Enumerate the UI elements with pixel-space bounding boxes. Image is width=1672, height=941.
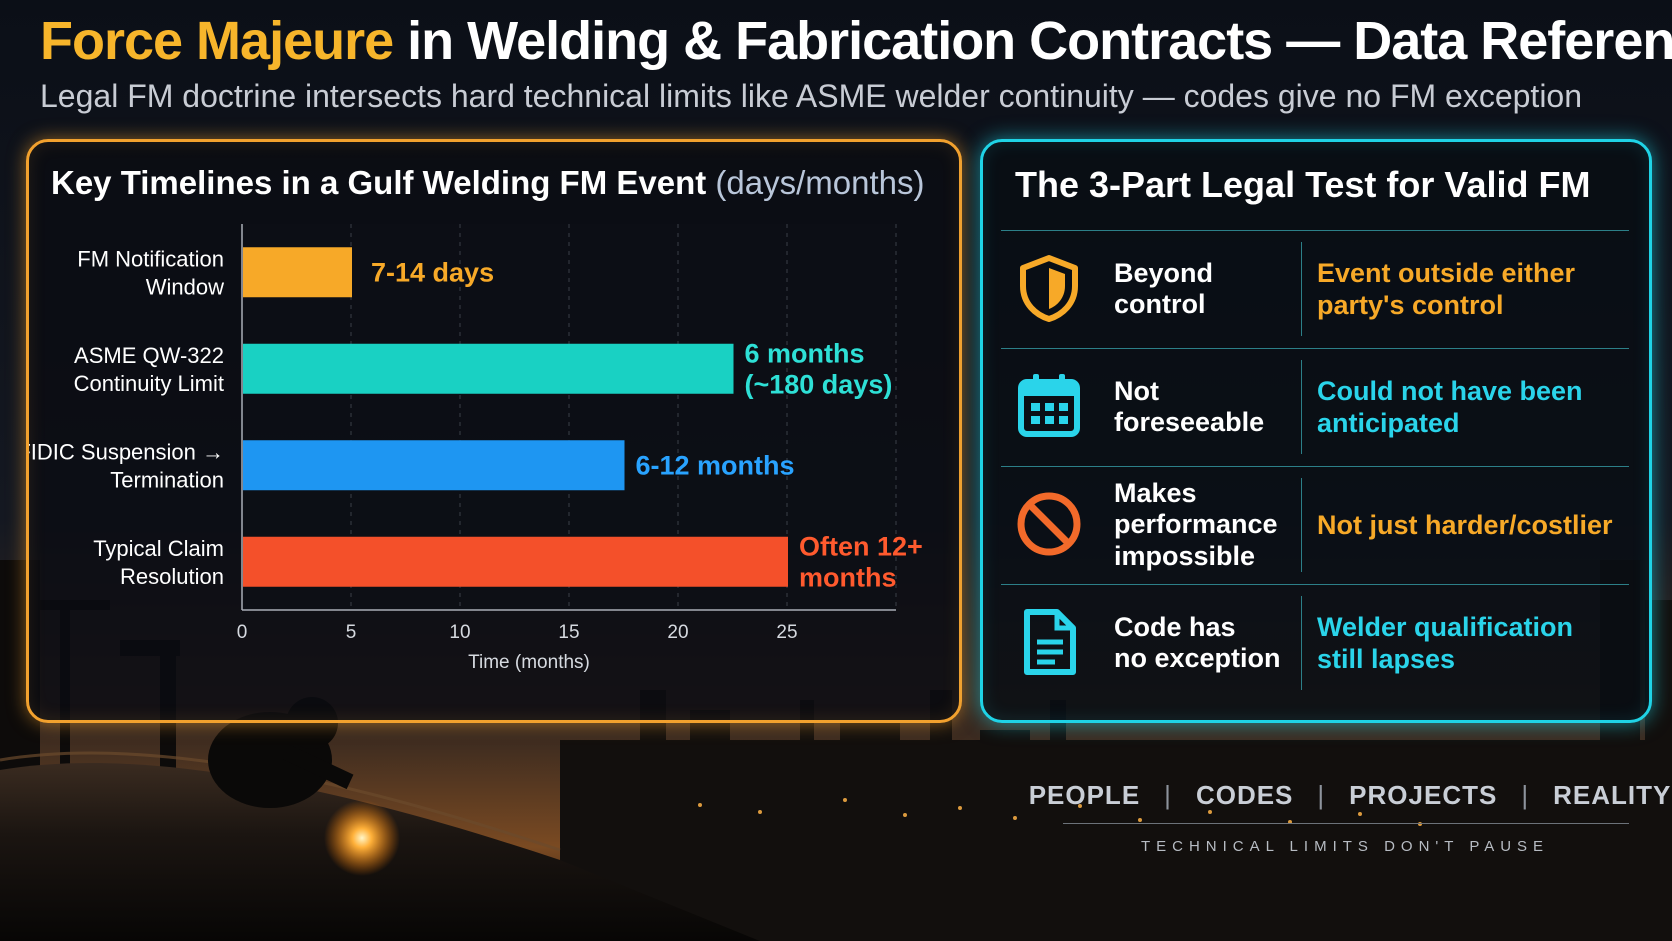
category-label: FIDIC Suspension → Termination: [29, 439, 224, 492]
page-title: Force Majeure in Welding & Fabrication C…: [40, 10, 1672, 72]
data-label: 7-14 days: [371, 257, 494, 287]
row-divider: [1001, 466, 1629, 467]
description-line: Event outside either: [1317, 257, 1576, 288]
criterion-line: Beyond: [1114, 257, 1214, 288]
footer-motto: TECHNICAL LIMITS DON'T PAUSE: [1140, 838, 1550, 855]
criterion-line: control: [1114, 289, 1206, 319]
tag-projects: PROJECTS: [1349, 780, 1498, 810]
criterion-description: Could not have been anticipated: [1317, 348, 1622, 466]
x-tick-label: 0: [237, 622, 248, 643]
tag-separator: |: [1521, 780, 1530, 810]
criterion-line: foreseeable: [1114, 407, 1265, 437]
criterion-label: Code has no exception: [1114, 584, 1284, 702]
category-label: Typical Claim Resolution: [93, 536, 224, 589]
test-row-beyond-control: Beyond control Event outside either party'…: [1001, 230, 1629, 348]
chart-heading: Key Timelines in a Gulf Welding FM Event…: [51, 164, 924, 202]
criterion-description: Not just harder/costlier: [1317, 466, 1622, 584]
criterion-line: no exception: [1114, 643, 1281, 673]
x-tick-label: 5: [346, 622, 357, 643]
column-divider: [1301, 478, 1302, 572]
description-line: Welder qualification: [1317, 611, 1574, 642]
test-row-impossible: Makes performance impossible Not just hard…: [1001, 466, 1629, 584]
category-label: FM Notification Window: [77, 246, 224, 299]
document-icon: [1024, 609, 1076, 675]
criterion-label: Beyond control: [1114, 230, 1284, 348]
criterion-description: Welder qualification still lapses: [1317, 584, 1622, 702]
data-label: 6-12 months: [636, 450, 795, 480]
description-line: Not just harder/costlier: [1317, 509, 1613, 540]
tag-separator: |: [1317, 780, 1326, 810]
criterion-line: Not: [1114, 375, 1159, 406]
prohibited-icon: [1017, 492, 1081, 556]
tag-separator: |: [1164, 780, 1172, 810]
x-tick-label: 15: [558, 622, 579, 643]
row-divider: [1001, 230, 1629, 231]
description-line: Could not have been: [1317, 375, 1583, 406]
chart-heading-text: Key Timelines in a Gulf Welding FM Event: [51, 164, 707, 201]
criterion-description: Event outside either party's control: [1317, 230, 1622, 348]
category-label: ASME QW-322 Continuity Limit: [74, 343, 224, 396]
description-line: still lapses: [1317, 644, 1456, 674]
chart-heading-unit: (days/months): [715, 164, 925, 201]
tag-codes: CODES: [1195, 780, 1294, 810]
x-tick-label: 20: [667, 622, 688, 643]
bar: [243, 440, 625, 491]
row-divider: [1001, 348, 1629, 349]
legal-test-heading: The 3-Part Legal Test for Valid FM: [1015, 164, 1591, 205]
criterion-label: Not foreseeable: [1114, 348, 1284, 466]
criterion-line: impossible: [1114, 540, 1256, 571]
test-row-code-no-exception: Code has no exception Welder qualificatio…: [1001, 584, 1629, 702]
row-divider: [1001, 584, 1629, 585]
criterion-line: Code has: [1114, 611, 1236, 642]
bar: [243, 343, 734, 394]
test-row-not-foreseeable: Not foreseeable Could not have been antici…: [1001, 348, 1629, 466]
data-label: 6 months (~180 days): [745, 338, 893, 399]
title-rest: in Welding & Fabrication Contracts — Dat…: [393, 11, 1672, 71]
footer-tags: PEOPLE | CODES | PROJECTS | REALITY: [1029, 780, 1671, 811]
x-tick-label: 25: [776, 622, 797, 643]
description-line: anticipated: [1317, 408, 1460, 438]
timelines-bar-chart: 0 5 10 15 20 25 Time (months) FM Notification Wi…: [29, 224, 923, 673]
page-subtitle: Legal FM doctrine intersects hard techni…: [40, 78, 1583, 114]
x-axis-label: Time (months): [468, 652, 590, 673]
data-label: Often 12+ months: [799, 531, 923, 592]
column-divider: [1301, 242, 1302, 336]
footer-rule: [1063, 823, 1629, 824]
title-highlight: Force Majeure: [40, 11, 394, 71]
criterion-line: performance: [1114, 509, 1278, 540]
legal-test-panel: The 3-Part Legal Test for Valid FM Beyon…: [980, 139, 1652, 723]
tag-reality: REALITY: [1553, 780, 1672, 810]
timelines-panel: Key Timelines in a Gulf Welding FM Event…: [26, 139, 962, 723]
shield-icon: [1020, 255, 1078, 322]
bar: [243, 536, 788, 587]
bar: [243, 247, 352, 298]
column-divider: [1301, 596, 1302, 690]
criterion-label: Makes performance impossible: [1114, 466, 1284, 584]
calendar-icon: [1018, 374, 1080, 437]
criterion-line: Makes: [1114, 478, 1197, 509]
tag-people: PEOPLE: [1028, 780, 1141, 810]
column-divider: [1301, 360, 1302, 454]
x-tick-label: 10: [449, 622, 470, 643]
description-line: party's control: [1317, 290, 1504, 320]
